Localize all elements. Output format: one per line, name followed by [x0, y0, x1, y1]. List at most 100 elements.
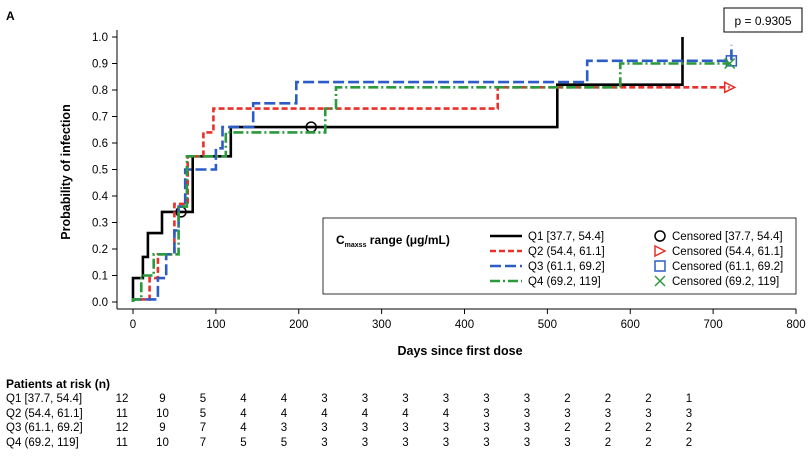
risk-cell: 2 — [604, 422, 612, 434]
risk-cell: 7 — [199, 422, 207, 434]
risk-cell: 3 — [361, 436, 369, 449]
y-tick-label: 1.0 — [92, 32, 108, 44]
risk-row-label: Q2 (54.4, 61.1] — [6, 407, 83, 420]
risk-cell: 3 — [483, 436, 490, 449]
risk-cell: 2 — [685, 422, 693, 434]
risk-cell: 3 — [402, 436, 409, 449]
legend-censored-marker-q1 — [654, 230, 666, 242]
y-tick-label: 0.5 — [92, 165, 108, 177]
risk-cell: 5 — [240, 436, 247, 449]
risk-cell: 2 — [645, 436, 652, 449]
risk-cell: 3 — [402, 393, 409, 405]
risk-cell: 3 — [604, 407, 612, 420]
risk-cell: 2 — [564, 422, 571, 434]
x-tick-label: 400 — [455, 319, 474, 331]
panel-label: A — [6, 9, 15, 23]
risk-cell: 3 — [361, 422, 369, 434]
censored-marker-q4 — [724, 57, 736, 70]
series-line-q1 — [131, 37, 684, 302]
legend-label-q4: Q4 (69.2, 119] — [528, 276, 601, 288]
risk-cell: 10 — [156, 407, 169, 420]
risk-cell: 10 — [156, 436, 169, 449]
risk-cell: 3 — [321, 436, 328, 449]
risk-cell: 2 — [604, 393, 612, 405]
x-axis-label: Days since first dose — [397, 344, 522, 358]
risk-cell: 3 — [321, 393, 328, 405]
x-tick-label: 800 — [786, 319, 805, 331]
risk-cell: 3 — [442, 436, 450, 449]
legend-censored-label-q4: Censored (69.2, 119] — [672, 276, 779, 288]
risk-cell: 3 — [442, 393, 450, 405]
y-tick-label: 0.9 — [92, 59, 108, 71]
risk-table: Patients at risk (n) Q1 [37.7, 54.4] 12 9 5… — [6, 377, 692, 451]
risk-row-q2: Q2 (54.4, 61.1] 11 10 5 4 4 4 4 4 4 3 3 3 3 3 3 — [6, 407, 692, 423]
risk-cell: 3 — [523, 407, 531, 420]
risk-cell: 3 — [361, 393, 369, 405]
risk-row-q1: Q1 [37.7, 54.4] 12 9 5 4 4 3 3 3 3 3 3 2 2 2 1 — [6, 393, 692, 408]
km-chart: A p = 0.9305 0.0 0.1 0.2 0.3 0.4 0.5 0.6 0.7 0.8… — [6, 7, 806, 358]
x-tick-label: 100 — [206, 319, 225, 331]
y-tick-label: 0.4 — [92, 191, 109, 203]
risk-cell: 3 — [523, 436, 531, 449]
legend-label-q3: Q3 (61.1, 69.2] — [528, 261, 605, 273]
risk-cell: 4 — [240, 393, 247, 405]
risk-cell: 3 — [564, 407, 571, 420]
risk-cell: 3 — [402, 422, 409, 434]
risk-cell: 4 — [280, 407, 288, 420]
y-tick-label: 0.6 — [92, 138, 108, 150]
risk-cell: 2 — [685, 436, 693, 449]
risk-table-title: Patients at risk (n) — [6, 377, 111, 391]
series-line-q3 — [131, 44, 733, 302]
y-tick-label: 0.1 — [92, 271, 108, 283]
risk-cell: 4 — [240, 407, 247, 420]
risk-cell: 4 — [321, 407, 328, 420]
legend-censored-marker-q4 — [654, 275, 666, 287]
risk-cell: 2 — [604, 436, 612, 449]
p-value-box — [723, 7, 803, 33]
risk-cell: 4 — [240, 422, 247, 434]
censored-marker-q2 — [723, 81, 737, 94]
risk-cell: 3 — [483, 422, 490, 434]
risk-cell: 12 — [115, 422, 129, 434]
y-tick-label: 0.2 — [92, 244, 108, 256]
risk-cell: 1 — [685, 393, 693, 405]
risk-cell: 3 — [280, 422, 288, 434]
risk-cell: 2 — [645, 393, 652, 405]
legend-label-q1: Q1 [37.7, 54.4] — [528, 231, 604, 243]
risk-cell: 7 — [199, 436, 207, 449]
risk-cell: 4 — [402, 407, 409, 420]
risk-cell: 3 — [645, 407, 652, 420]
p-value: p = 0.9305 — [734, 14, 791, 28]
risk-cell: 5 — [199, 407, 207, 420]
risk-cell: 3 — [442, 422, 450, 434]
risk-cell: 12 — [115, 393, 129, 405]
y-tick-label: 0.0 — [92, 297, 108, 309]
risk-cell: 9 — [159, 422, 166, 434]
risk-row-label: Q1 [37.7, 54.4] — [6, 393, 83, 405]
risk-cell: 11 — [116, 436, 128, 449]
y-tick-label: 0.8 — [92, 85, 108, 97]
x-tick-label: 700 — [704, 319, 723, 331]
x-tick-label: 600 — [621, 319, 640, 331]
risk-cell: 4 — [361, 407, 369, 420]
x-tick-label: 200 — [289, 319, 308, 331]
risk-cell: 3 — [564, 436, 571, 449]
legend-box — [322, 217, 797, 295]
legend-censored-label-q2: Censored (54.4, 61.1] — [672, 246, 783, 258]
risk-cell: 3 — [321, 422, 328, 434]
legend-title: Cmaxss range (μg/mL) — [336, 233, 450, 249]
risk-cell: 3 — [523, 393, 531, 405]
x-tick-label: 500 — [538, 319, 557, 331]
legend-censored-label-q3: Censored (61.1, 69.2] — [672, 261, 783, 273]
legend-censored-marker-q3 — [654, 260, 666, 272]
y-tick-label: 0.7 — [92, 112, 108, 124]
x-tick-label: 0 — [130, 319, 136, 331]
legend-censored-label-q1: Censored [37.7, 54.4] — [672, 231, 783, 243]
risk-cell: 3 — [483, 393, 490, 405]
risk-row-label: Q3 (61.1, 69.2] — [6, 422, 83, 434]
x-tick-label: 300 — [372, 319, 391, 331]
risk-cell: 5 — [199, 393, 207, 405]
legend-censored-marker-q2 — [654, 244, 667, 258]
risk-cell: 3 — [483, 407, 490, 420]
risk-row-q3: Q3 (61.1, 69.2] 12 9 7 4 3 3 3 3 3 3 3 2 2 2 2 — [6, 422, 692, 437]
